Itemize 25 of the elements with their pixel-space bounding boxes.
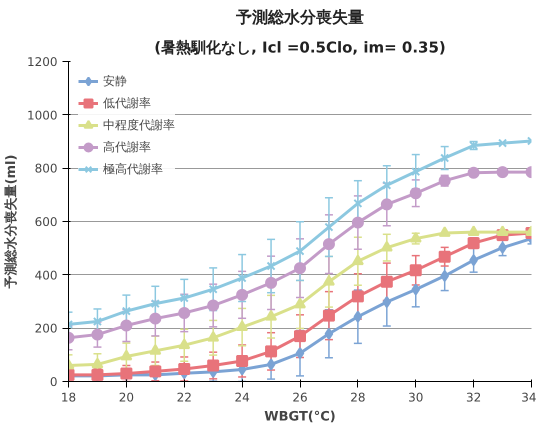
- legend-label: 高代謝率: [103, 138, 151, 156]
- x-tick-label: 22: [176, 390, 192, 404]
- x-axis-title: WBGT(°C): [264, 410, 336, 424]
- legend-label: 極高代謝率: [103, 160, 163, 178]
- y-tick-label: 0: [50, 375, 58, 389]
- y-tick-label: 1000: [26, 108, 58, 122]
- x-tick-label: 18: [60, 390, 76, 404]
- x-tick-label: 30: [408, 390, 424, 404]
- y-axis-title: 予測総水分喪失量(ml): [4, 154, 19, 290]
- chart-title: 予測総水分喪失量: [235, 8, 364, 26]
- x-tick-label: 28: [350, 390, 366, 404]
- x-tick-label: 26: [292, 390, 308, 404]
- x-tick-label: 20: [118, 390, 134, 404]
- legend-label: 中程度代謝率: [103, 116, 175, 134]
- y-tick-label: 400: [34, 268, 58, 282]
- x-tick-label: 32: [466, 390, 482, 404]
- y-tick-label: 1200: [26, 55, 58, 69]
- x-tick-label: 24: [234, 390, 250, 404]
- legend-label: 低代謝率: [103, 94, 151, 112]
- y-tick-label: 200: [34, 322, 58, 336]
- legend-label: 安静: [103, 72, 127, 90]
- y-tick-label: 600: [34, 215, 58, 229]
- x-tick-label: 34: [521, 390, 536, 404]
- y-tick-label: 800: [34, 162, 58, 176]
- chart-subtitle: (暑熱馴化なし, Icl =0.5Clo, im= 0.35): [154, 38, 446, 56]
